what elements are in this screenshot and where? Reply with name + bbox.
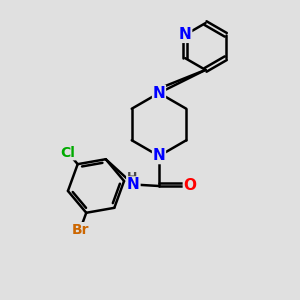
Text: N: N [127, 177, 140, 192]
Text: H: H [127, 171, 137, 184]
Text: Br: Br [71, 223, 89, 237]
Text: N: N [153, 85, 165, 100]
Text: O: O [183, 178, 196, 194]
Text: N: N [153, 148, 165, 164]
Text: Cl: Cl [61, 146, 76, 160]
Text: N: N [179, 27, 192, 42]
